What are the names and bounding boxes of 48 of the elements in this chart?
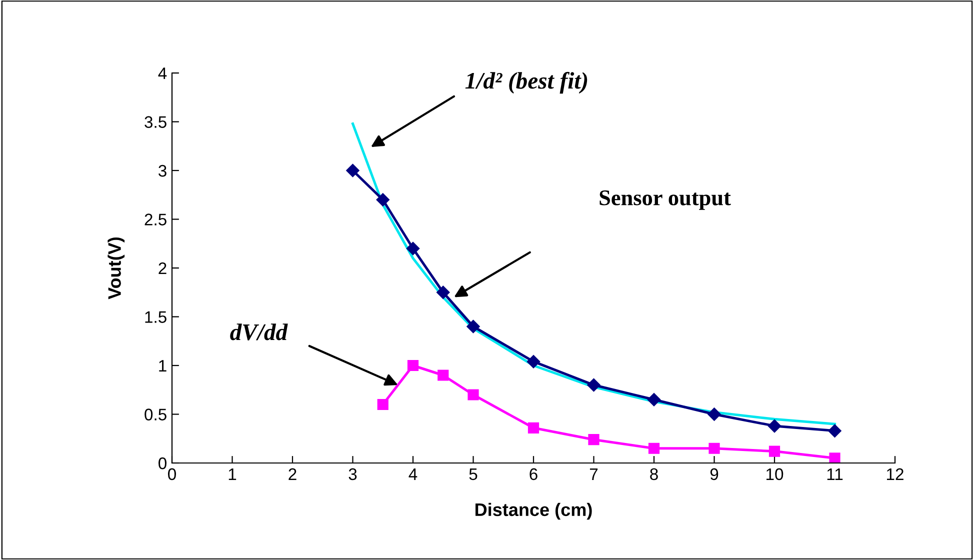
- y-axis-title: Vout(V): [108, 237, 125, 300]
- x-tick-label: 1: [228, 468, 236, 480]
- x-tick-label: 8: [650, 468, 658, 480]
- point: [648, 442, 660, 454]
- y-tick-label: 2.5: [144, 214, 166, 226]
- point: [647, 393, 661, 406]
- x-tick-label: 4: [408, 468, 418, 480]
- x-tick-label: 11: [827, 468, 843, 480]
- point: [346, 164, 360, 178]
- point: [436, 286, 450, 299]
- point: [768, 446, 780, 457]
- x-tick-label: 9: [710, 468, 718, 480]
- point: [588, 434, 600, 446]
- point: [708, 408, 721, 421]
- annotation: Sensor output: [600, 190, 731, 210]
- point: [828, 424, 842, 438]
- point: [768, 419, 782, 433]
- point: [829, 452, 840, 463]
- point: [376, 193, 390, 206]
- annotation: 1/d² (best fit): [465, 72, 588, 94]
- point: [468, 389, 479, 400]
- x-tick-label: 3: [348, 468, 357, 480]
- annotation: dV/dd: [230, 324, 288, 340]
- point: [708, 442, 720, 454]
- x-tick-label: 10: [766, 468, 784, 480]
- point: [526, 355, 540, 368]
- y-tick-label: 1.5: [145, 311, 166, 323]
- point: [377, 398, 388, 410]
- y-tick-label: 0.5: [144, 408, 166, 420]
- x-tick-label: 5: [469, 468, 478, 480]
- x-tick-label: 2: [288, 468, 296, 480]
- y-tick-label: 4: [158, 68, 167, 80]
- point: [587, 378, 600, 392]
- point: [466, 320, 480, 334]
- x-tick-label: 0: [168, 468, 176, 480]
- x-tick-label: 7: [590, 468, 598, 480]
- point: [528, 422, 540, 434]
- y-tick-label: 3.5: [144, 116, 166, 128]
- point: [407, 360, 419, 372]
- point: [406, 242, 420, 256]
- x-tick-label: 6: [530, 468, 538, 480]
- y-tick-label: 1: [159, 360, 166, 372]
- y-tick-label: 2: [158, 262, 166, 274]
- y-tick-label: 3: [158, 164, 166, 177]
- x-axis-title: Distance (cm): [476, 502, 592, 520]
- x-tick-label: 12: [887, 468, 904, 480]
- y-tick-label: 0: [158, 457, 166, 470]
- point: [438, 370, 449, 381]
